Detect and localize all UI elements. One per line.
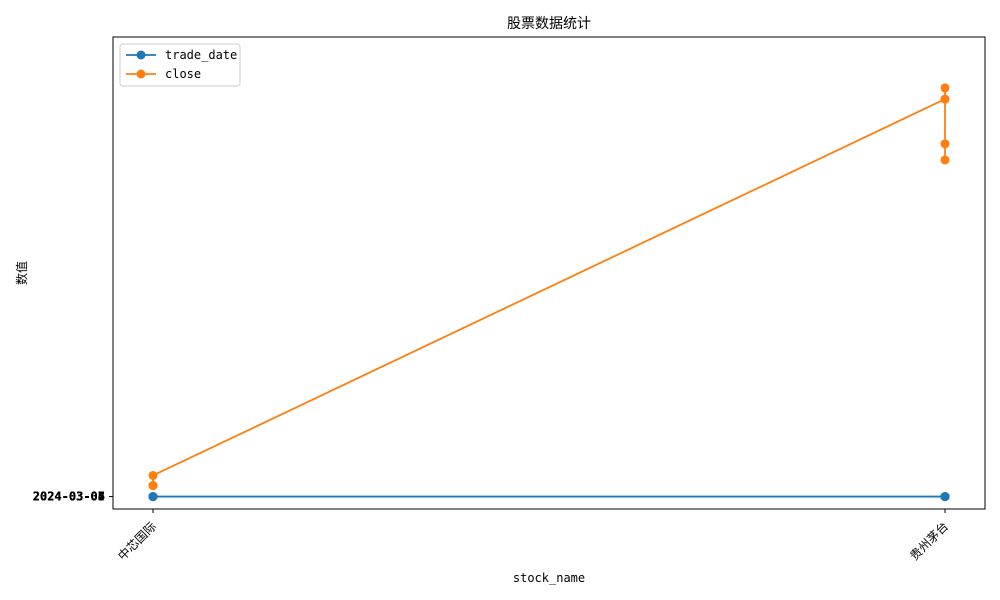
legend-marker (136, 69, 146, 79)
legend-marker (136, 50, 146, 60)
data-point (940, 155, 950, 165)
legend-label: close (165, 67, 201, 81)
y-tick-label: 2024-03-06 (33, 490, 105, 504)
series-close (148, 83, 950, 491)
data-point (148, 481, 158, 491)
y-tick-label: 2024-03-05 (33, 490, 105, 504)
chart-title: 股票数据统计 (507, 16, 591, 32)
y-tick-label: 2024-03-04 (33, 490, 105, 504)
series-trade_date (148, 492, 950, 502)
data-point (940, 492, 950, 502)
data-point (148, 492, 158, 502)
y-axis: 2024-03-032024-03-042024-03-052024-03-06… (33, 490, 113, 504)
y-tick-label: 2024-03-03 (33, 490, 105, 504)
plot-area (112, 36, 986, 510)
y-tick-label: 2024-03-07 (33, 490, 105, 504)
y-axis-label: 数值 (14, 261, 29, 285)
data-point (940, 83, 950, 93)
data-point (940, 94, 950, 104)
series-layer (148, 83, 950, 502)
data-point (940, 139, 950, 149)
legend-label: trade_date (165, 48, 237, 62)
x-axis-label: stock_name (513, 571, 585, 585)
data-point (148, 470, 158, 480)
